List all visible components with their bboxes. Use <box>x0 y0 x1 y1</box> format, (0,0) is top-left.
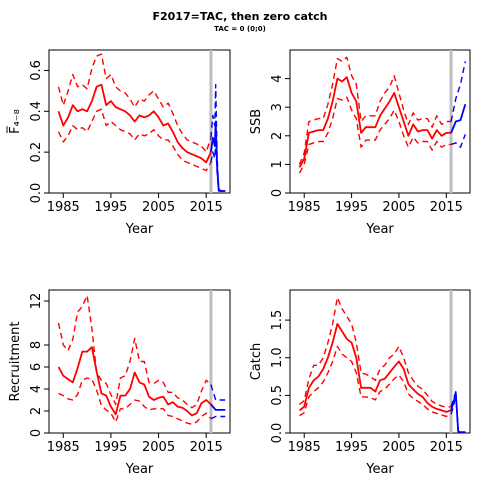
projection-interval-line <box>450 134 466 148</box>
x-tick-label: 2015 <box>190 440 223 455</box>
x-tick-label: 1985 <box>47 200 80 215</box>
y-tick-label: 0 <box>270 189 285 197</box>
history-interval-line <box>299 296 452 409</box>
figure-subtitle: TAC = 0 (0;0) <box>214 25 266 33</box>
catch-panel: 1985 1995 2005 2015 0.0 0.5 1.0 1.5 Year Catch <box>249 289 471 477</box>
x-axis-label: Year <box>365 222 394 237</box>
projection-estimate-line <box>450 392 466 434</box>
projection-interval-line <box>210 83 226 192</box>
projection-interval-line <box>210 141 226 192</box>
history-interval-line <box>299 345 452 418</box>
y-tick-label: 0.0 <box>270 423 285 444</box>
x-tick-label: 2005 <box>382 200 415 215</box>
history-interval-line <box>58 377 212 425</box>
y-tick-label: 4 <box>270 74 285 82</box>
history-estimate-line <box>57 346 212 417</box>
history-estimate-line <box>57 83 212 164</box>
x-tick-label: 1985 <box>47 440 80 455</box>
projection-interval-line <box>450 61 466 122</box>
x-tick-label: 1995 <box>94 200 127 215</box>
x-tick-label: 2015 <box>430 200 463 215</box>
recruitment-panel: 1985 1995 2005 2015 0 2 4 6 8 12 Year Recruitment <box>8 289 231 477</box>
y-tick-label: 6 <box>29 363 44 371</box>
y-tick-label: 0.2 <box>29 142 44 163</box>
history-interval-line <box>298 56 452 165</box>
x-tick-label: 2015 <box>190 200 223 215</box>
x-tick-label: 1995 <box>94 440 127 455</box>
projection-estimate-line <box>210 403 226 411</box>
x-tick-label: 1995 <box>335 440 368 455</box>
projection-interval-line <box>210 415 226 420</box>
y-tick-label: 3 <box>270 103 285 111</box>
chart-panels: 1985 1995 2005 20150.00.20.40.6YearF̅₄₋₈198… <box>7 49 471 477</box>
y-tick-label: 0.5 <box>270 385 285 406</box>
y-tick-label: 4 <box>29 385 44 393</box>
x-tick-label: 1995 <box>335 200 368 215</box>
history-interval-line <box>57 53 212 153</box>
projection-estimate-line <box>450 104 467 134</box>
fbar-panel: 1985 1995 2005 2015 0.0 0.2 0.4 0.6 Year F̅₄₋₈ <box>7 49 231 237</box>
x-axis-label: Year <box>125 222 154 237</box>
history-interval-line <box>298 96 452 174</box>
y-tick-label: 0.6 <box>29 60 44 81</box>
y-tick-label: 1 <box>270 160 285 168</box>
x-axis-label: Year <box>125 462 154 477</box>
y-tick-label: 12 <box>29 293 44 310</box>
x-tick-label: 2005 <box>142 440 175 455</box>
y-tick-label: 2 <box>29 407 44 415</box>
y-tick-label: 2 <box>270 132 285 140</box>
y-tick-label: 1.5 <box>270 310 285 331</box>
history-estimate-line <box>298 76 452 168</box>
x-tick-label: 1985 <box>288 200 321 215</box>
y-tick-label: 8 <box>29 341 44 349</box>
y-axis-label: SSB <box>249 109 264 134</box>
projection-interval-line <box>210 384 226 401</box>
y-axis-label: Recruitment <box>8 322 23 402</box>
history-estimate-line <box>298 322 452 413</box>
plot-frame <box>48 49 231 194</box>
x-tick-label: 2015 <box>430 440 463 455</box>
x-tick-label: 2005 <box>142 200 175 215</box>
plot-frame <box>289 49 471 194</box>
y-tick-label: 1.0 <box>270 347 285 368</box>
plot-frame <box>48 289 231 434</box>
history-interval-line <box>57 108 212 172</box>
x-tick-label: 1985 <box>288 440 321 455</box>
y-tick-label: 0 <box>29 429 44 437</box>
y-tick-label: 0.4 <box>29 101 44 122</box>
y-tick-label: 0.0 <box>29 183 44 204</box>
y-axis-label: Catch <box>249 343 264 381</box>
y-axis-label: F̅₄₋₈ <box>7 109 23 134</box>
x-tick-label: 2005 <box>382 440 415 455</box>
history-interval-line <box>57 294 212 409</box>
ssb-panel: 1985 1995 2005 2015 0 1 2 3 4 Year SSB <box>249 49 471 237</box>
figure-title: F2017=TAC, then zero catch <box>152 10 327 23</box>
x-axis-label: Year <box>365 462 394 477</box>
plot-frame <box>289 289 471 434</box>
